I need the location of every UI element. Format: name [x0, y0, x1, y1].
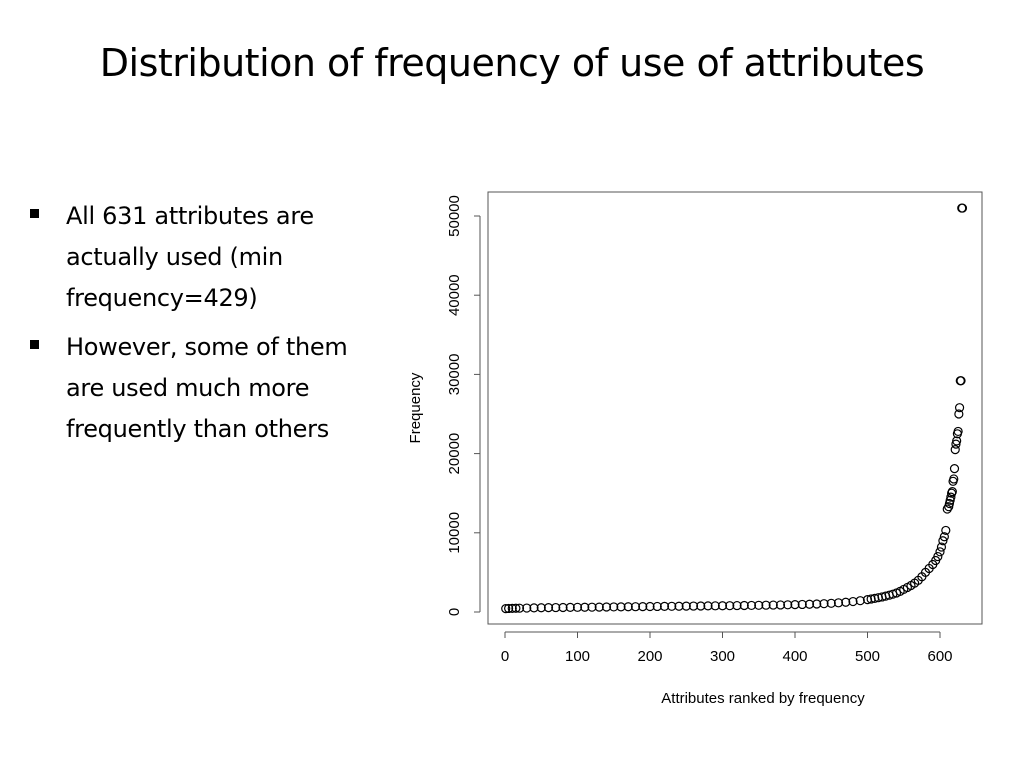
data-point: [710, 601, 720, 611]
data-point: [529, 603, 539, 613]
slide-title: Distribution of frequency of use of attr…: [99, 41, 925, 85]
data-point: [812, 599, 822, 609]
data-point: [717, 601, 728, 611]
data-point: [848, 596, 858, 607]
square-bullet-icon: [30, 340, 39, 349]
data-point: [942, 504, 952, 514]
data-point: [939, 532, 949, 542]
data-point: [768, 600, 778, 610]
data-point: [936, 542, 947, 552]
data-point: [630, 602, 641, 612]
data-point: [819, 599, 829, 609]
x-tick-label: 100: [565, 648, 590, 665]
data-point: [841, 597, 851, 607]
data-point: [855, 596, 865, 606]
data-point: [862, 595, 873, 605]
data-point: [507, 603, 517, 613]
plot-area: 0 100 200 300 400 500 600 0 10000 20000 30000 40000…: [407, 191, 983, 707]
x-tick-label: 500: [855, 648, 880, 665]
data-point: [558, 602, 568, 613]
x-tick-label: 300: [710, 648, 735, 665]
data-point: [659, 601, 670, 611]
y-tick-label: 30000: [446, 354, 463, 396]
x-axis-title: Attributes ranked by frequency: [661, 690, 865, 707]
data-point: [754, 600, 764, 610]
data-point: [938, 536, 948, 546]
bullet-text: All 631 attributes are actually used (mi…: [66, 202, 314, 312]
data-point: [601, 602, 612, 612]
data-point: [696, 601, 706, 611]
data-point: [739, 600, 749, 611]
data-point: [947, 487, 957, 497]
y-tick-label: 50000: [446, 195, 463, 237]
bullet-item: However, some of them are used much more…: [28, 327, 378, 450]
bullet-item: All 631 attributes are actually used (mi…: [28, 196, 378, 319]
bullet-text: However, some of them are used much more…: [66, 333, 348, 443]
data-point: [826, 598, 836, 608]
data-point: [623, 602, 633, 612]
data-point: [783, 600, 793, 610]
data-point: [703, 601, 713, 611]
data-point: [580, 602, 590, 612]
data-point: [638, 602, 648, 612]
data-point: [536, 603, 546, 613]
data-point: [572, 602, 583, 612]
data-point: [522, 603, 532, 613]
y-tick-label: 40000: [446, 274, 463, 316]
x-tick-label: 400: [782, 648, 807, 665]
x-tick-label: 200: [637, 648, 662, 665]
data-point: [674, 601, 684, 611]
data-point: [797, 599, 807, 610]
data-point: [954, 409, 964, 419]
frequency-scatter-chart: 0 100 200 300 400 500 600 0 10000 20000 30000 40000…: [407, 191, 983, 707]
data-point: [543, 603, 554, 613]
data-point: [946, 492, 956, 502]
data-point: [804, 599, 815, 609]
data-point: [935, 547, 945, 557]
x-tick-label: 0: [501, 648, 509, 665]
square-bullet-icon: [30, 209, 39, 218]
data-point: [949, 474, 959, 484]
data-point: [514, 603, 525, 613]
data-point: [511, 603, 521, 613]
data-point: [667, 601, 677, 611]
data-point: [761, 600, 771, 610]
data-point: [933, 551, 943, 562]
data-point: [652, 601, 662, 612]
data-point: [775, 600, 786, 610]
data-point: [681, 601, 691, 611]
data-point: [953, 426, 963, 437]
data-point: [725, 601, 735, 611]
data-point: [790, 600, 800, 610]
data-point: [949, 464, 960, 474]
data-point: [551, 602, 561, 613]
data-point: [504, 603, 514, 614]
data-point: [956, 376, 966, 386]
data-point: [732, 600, 742, 611]
data-point: [954, 403, 965, 413]
data-point: [957, 203, 968, 213]
bullet-list: All 631 attributes are actually used (mi…: [28, 196, 378, 458]
y-axis-title: Frequency: [407, 372, 424, 443]
data-point: [952, 436, 962, 446]
data-point: [645, 601, 655, 612]
x-tick-label: 600: [927, 648, 952, 665]
plot-frame: [487, 191, 983, 625]
data-point: [565, 602, 575, 613]
data-point: [609, 602, 619, 612]
data-point: [587, 602, 597, 612]
y-tick-label: 0: [446, 608, 463, 616]
data-point: [616, 602, 626, 612]
data-point: [941, 525, 951, 536]
data-point: [746, 600, 757, 611]
y-tick-label: 20000: [446, 433, 463, 475]
data-point: [833, 598, 844, 608]
data-point: [950, 445, 960, 455]
data-point: [688, 601, 699, 611]
data-point: [501, 604, 511, 614]
y-tick-label: 10000: [446, 512, 463, 554]
data-point: [594, 602, 604, 612]
